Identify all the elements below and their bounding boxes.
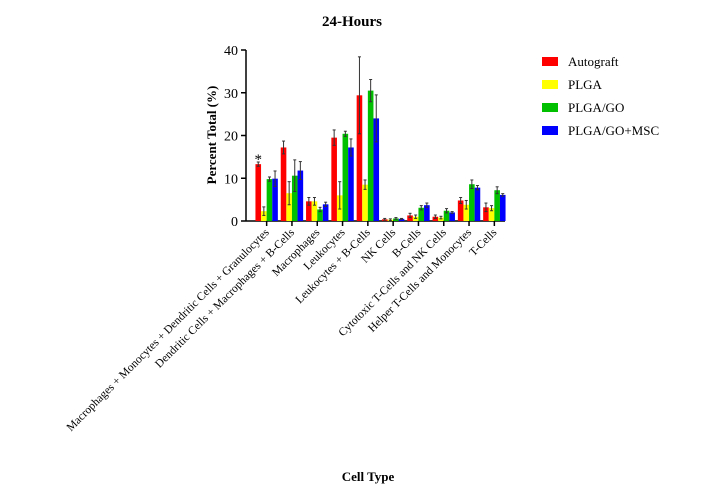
x-tick-label: Macrophages + Monocytes + Dendritic Cell…	[65, 226, 273, 434]
legend-label: PLGA/GO	[568, 100, 624, 115]
bar	[261, 211, 267, 221]
y-tick-label: 10	[224, 172, 238, 187]
legend-swatch	[542, 57, 558, 66]
legend-swatch	[542, 126, 558, 135]
bar	[457, 200, 464, 221]
bar	[291, 175, 298, 221]
bar	[398, 218, 405, 221]
bar	[449, 212, 455, 221]
bar	[494, 190, 500, 221]
bar	[331, 137, 337, 221]
bar	[317, 209, 323, 221]
bar	[483, 207, 489, 221]
x-tick-label: Dendritic Cells + Macrophages + B-Cells	[153, 226, 297, 370]
bar	[418, 207, 425, 221]
bar	[407, 215, 413, 221]
bar	[280, 147, 287, 221]
bar	[306, 201, 312, 221]
bar	[443, 210, 450, 221]
legend-swatch	[542, 103, 558, 112]
bar	[348, 147, 354, 221]
legend-swatch	[542, 80, 558, 89]
legend-label: Autograft	[568, 54, 619, 69]
bar	[286, 193, 292, 221]
y-axis-label: Percent Total (%)	[204, 86, 219, 185]
bar	[272, 178, 278, 221]
bar	[469, 184, 475, 221]
bar	[311, 201, 318, 221]
y-tick-label: 0	[231, 215, 238, 230]
bar	[488, 208, 495, 221]
bar	[367, 90, 374, 221]
bar	[322, 204, 329, 221]
y-tick-label: 40	[224, 44, 238, 59]
bar	[255, 164, 262, 221]
bar	[356, 95, 363, 221]
bar	[373, 118, 380, 221]
bar	[342, 133, 349, 221]
bar	[499, 194, 506, 221]
significance-marker: *	[255, 152, 263, 168]
bar	[463, 204, 470, 221]
bar	[266, 179, 273, 221]
bar	[474, 187, 481, 221]
legend: Autograft PLGA PLGA/GO PLGA/GO+MSC	[542, 54, 659, 138]
x-tick-label: T-Cells	[467, 226, 500, 259]
legend-label: PLGA	[568, 77, 603, 92]
bar	[424, 205, 430, 221]
y-tick-label: 20	[224, 130, 238, 145]
chart-title: 24-Hours	[322, 14, 382, 30]
bar	[297, 170, 304, 221]
bar	[362, 184, 368, 221]
x-axis-label: Cell Type	[342, 469, 395, 484]
y-tick-label: 30	[224, 87, 238, 102]
legend-label: PLGA/GO+MSC	[568, 123, 659, 138]
